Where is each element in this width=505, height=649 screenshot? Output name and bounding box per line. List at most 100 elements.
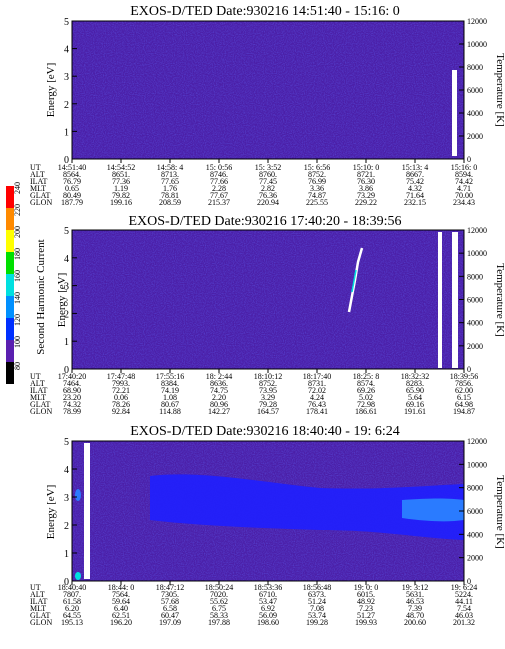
orbit-cell: 114.88 xyxy=(159,407,181,416)
orbit-cell: 7856. xyxy=(455,379,473,388)
orbit-cell: 8713. xyxy=(161,170,179,179)
orbit-cell: 18:50:24 xyxy=(205,583,233,592)
colorbar-segment xyxy=(6,296,14,318)
orbit-cell: 201.32 xyxy=(453,618,475,627)
orbit-cell: 80.49 xyxy=(63,191,81,200)
orbit-cell: 178.41 xyxy=(306,407,328,416)
y2-tick-label: 2000 xyxy=(467,342,483,351)
y2-tick-label: 6000 xyxy=(467,296,483,305)
orbit-cell: 76.43 xyxy=(308,400,326,409)
orbit-cell: 14:58: 4 xyxy=(157,163,183,172)
colorbar-segment xyxy=(6,340,14,362)
orbit-cell: 80.96 xyxy=(210,400,228,409)
orbit-cell: 8636. xyxy=(210,379,228,388)
colorbar-tick-label: 80 xyxy=(13,362,22,370)
orbit-row-label: GLON xyxy=(30,407,52,416)
orbit-cell: 74.87 xyxy=(308,191,326,200)
orbit-cell: 6710. xyxy=(259,590,277,599)
panel-1-axes: 0 1 2 3 4 5 0 2000 4000 6000 8000 10000 12000 xyxy=(64,17,487,166)
orbit-cell: 80.67 xyxy=(161,400,179,409)
orbit-cell: 48.70 xyxy=(406,611,424,620)
orbit-cell: 196.20 xyxy=(110,618,132,627)
orbit-cell: 7807. xyxy=(63,590,81,599)
y2-tick-label: 4000 xyxy=(467,530,483,539)
y2-tick-label: 8000 xyxy=(467,484,483,493)
orbit-cell: 76.99 xyxy=(308,177,326,186)
panel-2-streak xyxy=(347,247,364,313)
y2-tick-label: 2000 xyxy=(467,132,483,141)
orbit-cell: 208.59 xyxy=(159,198,181,207)
panel-1-y2label: Temperature [K] xyxy=(494,53,505,126)
orbit-cell: 60.47 xyxy=(161,611,179,620)
panel-2-speckle xyxy=(72,230,464,369)
orbit-cell: 6.75 xyxy=(212,604,226,613)
orbit-cell: 53.47 xyxy=(259,597,277,606)
orbit-cell: 8752. xyxy=(259,379,277,388)
orbit-cell: 75.42 xyxy=(406,177,424,186)
orbit-cell: 198.60 xyxy=(257,618,279,627)
y2-tick-label: 12000 xyxy=(467,437,487,446)
orbit-cell: 18:44: 0 xyxy=(108,583,134,592)
orbit-cell: 6373. xyxy=(308,590,326,599)
orbit-cell: 18:39:56 xyxy=(450,372,478,381)
panel-2-title: EXOS-D/TED Date:930216 17:40:20 - 18:39:… xyxy=(129,214,402,229)
orbit-cell: 48.92 xyxy=(357,597,375,606)
orbit-cell: 6.40 xyxy=(114,604,128,613)
colorbar: 240 220 200 180 160 140 120 100 80 xyxy=(6,182,22,384)
orbit-cell: 74.42 xyxy=(455,177,473,186)
orbit-cell: 18:17:40 xyxy=(303,372,331,381)
orbit-cell: 8564. xyxy=(63,170,81,179)
orbit-cell: 23.20 xyxy=(63,393,81,402)
orbit-cell: 199.93 xyxy=(355,618,377,627)
orbit-cell: 7305. xyxy=(161,590,179,599)
orbit-cell: 69.16 xyxy=(406,400,424,409)
orbit-cell: 8752. xyxy=(308,170,326,179)
orbit-cell: 78.26 xyxy=(112,400,130,409)
orbit-cell: 15: 0:56 xyxy=(206,163,232,172)
y-tick-label: 1 xyxy=(64,549,69,560)
orbit-cell: 15:13: 4 xyxy=(402,163,428,172)
orbit-cell: 5631. xyxy=(406,590,424,599)
orbit-cell: 4.71 xyxy=(457,184,471,193)
orbit-row-label: GLON xyxy=(30,198,52,207)
orbit-cell: 18:40:40 xyxy=(58,583,86,592)
panel-2-gap-2 xyxy=(452,232,458,368)
orbit-row-label: UT xyxy=(30,583,41,592)
orbit-cell: 19: 3:12 xyxy=(402,583,428,592)
orbit-cell: 1.08 xyxy=(163,393,177,402)
y-tick-label: 3 xyxy=(64,493,69,504)
panel-3-blob-1 xyxy=(75,489,81,501)
panel-3-band xyxy=(150,474,464,540)
orbit-cell: 72.02 xyxy=(308,386,326,395)
y-tick-label: 0 xyxy=(64,155,69,166)
orbit-cell: 79.82 xyxy=(112,191,130,200)
orbit-cell: 72.98 xyxy=(357,400,375,409)
y2-tick-label: 0 xyxy=(467,577,471,586)
orbit-cell: 8667. xyxy=(406,170,424,179)
orbit-cell: 64.55 xyxy=(63,611,81,620)
orbit-cell: 6.20 xyxy=(65,604,79,613)
orbit-row-label: GLAT xyxy=(30,611,51,620)
colorbar-tick-label: 120 xyxy=(13,314,22,326)
orbit-cell: 72.21 xyxy=(112,386,130,395)
orbit-row-label: UT xyxy=(30,372,41,381)
y-tick-label: 4 xyxy=(64,254,69,265)
orbit-cell: 0.06 xyxy=(114,393,128,402)
colorbar-segment xyxy=(6,362,14,384)
orbit-cell: 215.37 xyxy=(208,198,230,207)
panel-1: EXOS-D/TED Date:930216 14:51:40 - 15:16:… xyxy=(30,4,505,207)
orbit-row-label: ILAT xyxy=(30,177,47,186)
y2-tick-label: 8000 xyxy=(467,272,483,281)
y-tick-label: 5 xyxy=(64,437,69,448)
orbit-cell: 187.79 xyxy=(61,198,83,207)
orbit-cell: 78.99 xyxy=(63,407,81,416)
orbit-cell: 58.33 xyxy=(210,611,228,620)
y-tick-label: 2 xyxy=(64,309,69,320)
orbit-cell: 8731. xyxy=(308,379,326,388)
orbit-cell: 77.45 xyxy=(259,177,277,186)
orbit-row-label: MLT xyxy=(30,604,46,613)
colorbar-tick-label: 180 xyxy=(13,248,22,260)
orbit-cell: 79.28 xyxy=(259,400,277,409)
orbit-cell: 44.11 xyxy=(455,597,473,606)
colorbar-segment xyxy=(6,318,14,340)
